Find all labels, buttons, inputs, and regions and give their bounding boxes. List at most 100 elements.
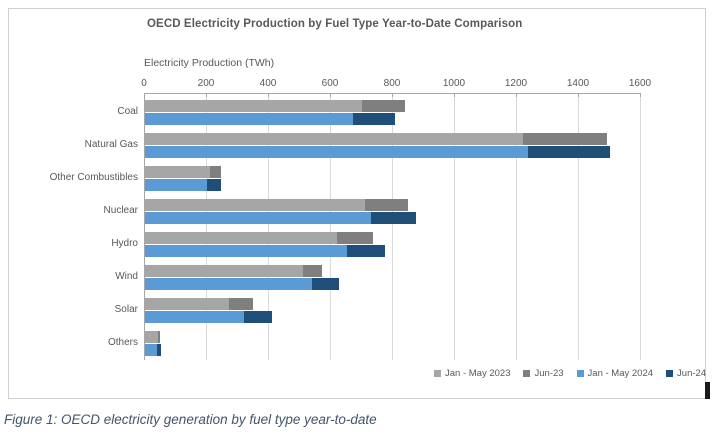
- gridline: [392, 93, 393, 360]
- legend-swatch-icon: [666, 370, 674, 377]
- stacked-bar: [145, 344, 162, 356]
- bar-segment-jan-may-2023: [145, 199, 366, 211]
- gridline: [330, 93, 331, 360]
- bar-segment-jan-may-2024: [145, 146, 528, 158]
- stacked-bar: [145, 113, 395, 125]
- category-label-others: Others: [107, 337, 138, 348]
- x-tick-label: 200: [197, 78, 215, 89]
- stacked-bar: [145, 265, 322, 277]
- gridline: [640, 93, 641, 360]
- x-tick-label: 1200: [504, 78, 528, 89]
- category-label-other-combustibles: Other Combustibles: [49, 172, 138, 183]
- bar-segment-jan-may-2023: [145, 166, 211, 178]
- tick-mark: [144, 93, 145, 97]
- bar-segment-jan-may-2024: [145, 212, 372, 224]
- gridline: [206, 93, 207, 360]
- category-label-nuclear: Nuclear: [103, 205, 138, 216]
- bar-segment-jan-may-2023: [145, 232, 338, 244]
- gridline: [454, 93, 455, 360]
- bar-segment-jan-may-2024: [145, 344, 157, 356]
- bar-segment-jan-may-2024: [145, 245, 347, 257]
- tick-mark: [640, 93, 641, 97]
- stacked-bar: [145, 232, 373, 244]
- legend-label: Jan - May 2023: [445, 368, 511, 379]
- stacked-bar: [145, 245, 386, 257]
- chart-legend: Jan - May 2023 Jun-23 Jan - May 2024 Jun-24: [434, 368, 706, 379]
- bar-segment-jan-may-2023: [145, 265, 304, 277]
- x-tick-label: 600: [321, 78, 339, 89]
- bar-segment-jun-24: [156, 344, 162, 356]
- bar-segment-jun-23: [337, 232, 373, 244]
- tick-mark: [268, 93, 269, 97]
- y-axis-line: [144, 93, 145, 360]
- plot-area: [144, 93, 641, 360]
- bar-segment-jun-23: [228, 298, 254, 310]
- tick-mark: [516, 93, 517, 97]
- stacked-bar: [145, 133, 607, 145]
- tick-mark: [392, 93, 393, 97]
- bar-segment-jan-may-2024: [145, 278, 313, 290]
- stacked-bar: [145, 278, 339, 290]
- bar-segment-jan-may-2023: [145, 100, 362, 112]
- stacked-bar: [145, 146, 610, 158]
- figure-caption: Figure 1: OECD electricity generation by…: [4, 412, 377, 427]
- bar-segment-jan-may-2024: [145, 113, 353, 125]
- bar-segment-jun-23: [210, 166, 221, 178]
- x-tick-label: 1000: [442, 78, 466, 89]
- category-label-solar: Solar: [114, 304, 138, 315]
- bar-segment-jan-may-2024: [145, 179, 207, 191]
- gridline: [516, 93, 517, 360]
- x-tick-label: 1400: [566, 78, 590, 89]
- legend-swatch-icon: [523, 370, 531, 377]
- bar-segment-jan-may-2023: [145, 298, 229, 310]
- tick-mark: [206, 93, 207, 97]
- x-axis-title: Electricity Production (TWh): [144, 57, 275, 69]
- bar-segment-jun-24: [371, 212, 417, 224]
- tick-mark: [578, 93, 579, 97]
- bar-segment-jun-24: [346, 245, 386, 257]
- bar-segment-jan-may-2023: [145, 331, 159, 343]
- tick-mark: [330, 93, 331, 97]
- legend-swatch-icon: [434, 370, 441, 377]
- chart-title: OECD Electricity Production by Fuel Type…: [147, 18, 523, 30]
- bar-segment-jun-23: [158, 331, 161, 343]
- legend-label: Jun-24: [677, 368, 707, 379]
- tick-mark: [454, 93, 455, 97]
- legend-item: Jun-23: [523, 368, 564, 379]
- legend-item: Jan - May 2024: [576, 368, 654, 379]
- x-tick-label: 800: [383, 78, 401, 89]
- bar-segment-jun-23: [303, 265, 322, 277]
- stacked-bar: [145, 166, 221, 178]
- x-axis-tick-labels: 0 200 400 600 800 1000 1200 1400 1600: [0, 78, 714, 90]
- bar-segment-jun-23: [362, 100, 406, 112]
- category-label-wind: Wind: [115, 271, 138, 282]
- bar-segment-jan-may-2023: [145, 133, 524, 145]
- category-label-coal: Coal: [117, 106, 138, 117]
- text-cursor-artifact: [705, 382, 710, 399]
- bar-segment-jun-23: [523, 133, 607, 145]
- bar-segment-jun-24: [312, 278, 339, 290]
- stacked-bar: [145, 311, 273, 323]
- bar-segment-jun-24: [244, 311, 273, 323]
- legend-label: Jun-23: [534, 368, 564, 379]
- stacked-bar: [145, 199, 409, 211]
- x-tick-label: 400: [259, 78, 277, 89]
- bar-segment-jun-24: [207, 179, 221, 191]
- legend-item: Jan - May 2023: [434, 368, 510, 379]
- legend-item: Jun-24: [666, 368, 706, 379]
- stacked-bar: [145, 331, 161, 343]
- stacked-bar: [145, 100, 406, 112]
- gridline: [268, 93, 269, 360]
- x-tick-label: 0: [141, 78, 147, 89]
- bar-segment-jan-may-2024: [145, 311, 245, 323]
- legend-label: Jan - May 2024: [587, 368, 654, 379]
- x-tick-label: 1600: [628, 78, 652, 89]
- stacked-bar: [145, 298, 254, 310]
- stacked-bar: [145, 212, 417, 224]
- stacked-bar: [145, 179, 221, 191]
- gridline: [578, 93, 579, 360]
- bar-segment-jun-24: [352, 113, 395, 125]
- legend-swatch-icon: [576, 370, 584, 377]
- category-label-hydro: Hydro: [111, 238, 138, 249]
